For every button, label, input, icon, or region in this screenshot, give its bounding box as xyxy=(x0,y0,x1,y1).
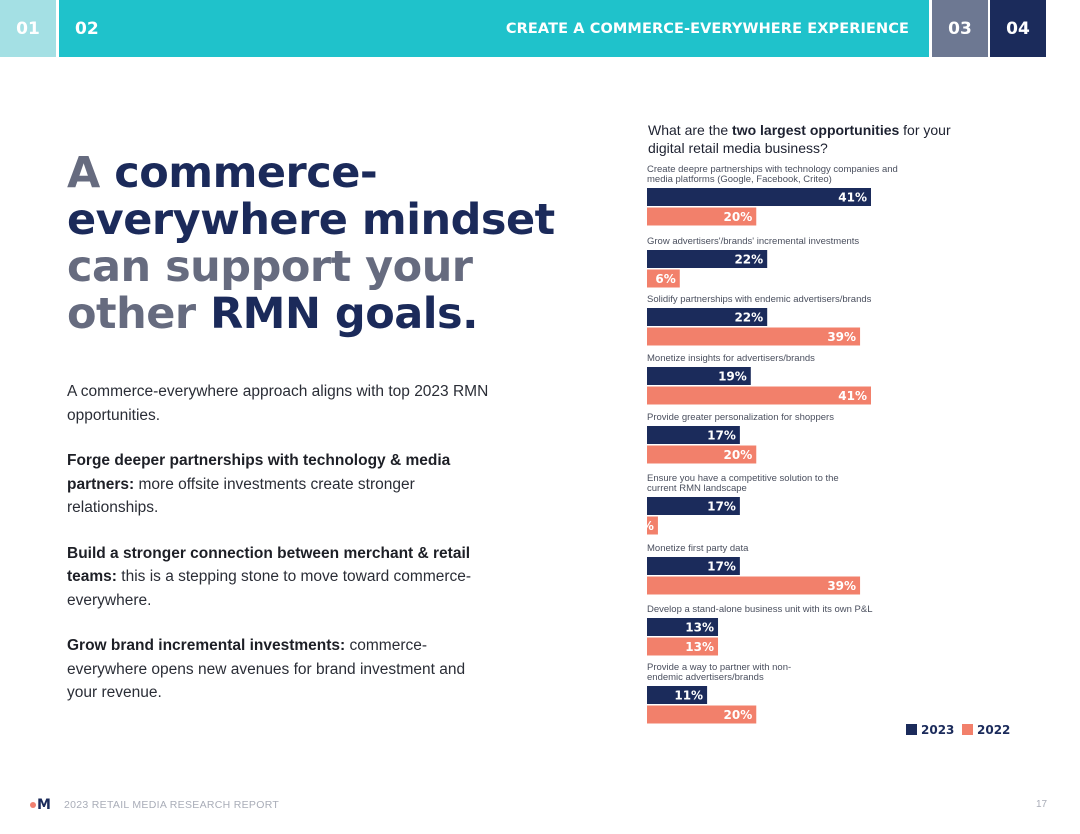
paragraph-connection: Build a stronger connection between merc… xyxy=(67,542,497,613)
data-label: 20% xyxy=(724,708,753,722)
bar-2023 xyxy=(647,618,719,636)
category-label: Provide greater personalization for shop… xyxy=(647,412,834,423)
data-label: 22% xyxy=(734,253,763,267)
bar-2022 xyxy=(647,445,757,464)
page-number: 17 xyxy=(1036,799,1048,810)
nav-tab-04[interactable]: 04 xyxy=(990,0,1046,57)
brand-logo: M xyxy=(30,797,54,813)
headline-part: can support your xyxy=(67,242,473,292)
paragraph-lead: Grow brand incremental investments: xyxy=(67,637,346,654)
data-label: 6% xyxy=(655,272,675,286)
headline-part: A xyxy=(67,148,115,198)
paragraph-text: this is a stepping stone to move toward … xyxy=(67,568,472,609)
nav-tab-03[interactable]: 03 xyxy=(932,0,988,57)
bar-2023 xyxy=(647,686,708,704)
bar-2022 xyxy=(647,705,757,724)
data-label: 13% xyxy=(685,640,714,654)
data-label: 39% xyxy=(827,579,856,593)
data-label: 20% xyxy=(724,448,753,462)
category-label: Ensure you have a competitive solution t… xyxy=(647,473,839,484)
data-label: 11% xyxy=(674,689,703,703)
chart-title: What are the two largest opportunities f… xyxy=(648,121,988,157)
data-label: 41% xyxy=(838,191,867,205)
category-label: Monetize first party data xyxy=(647,543,749,554)
data-label: 17% xyxy=(707,560,736,574)
category-label: Grow advertisers'/brands' incremental in… xyxy=(647,236,859,247)
category-label: Develop a stand-alone business unit with… xyxy=(647,604,873,615)
paragraph-investments: Grow brand incremental investments: comm… xyxy=(67,634,497,705)
chart-title-text: What are the xyxy=(648,122,733,138)
bar-2022 xyxy=(647,516,658,535)
category-label: Provide a way to partner with non- xyxy=(647,662,791,673)
intro-paragraph: A commerce-everywhere approach aligns wi… xyxy=(67,383,489,424)
headline-part: everywhere mindset xyxy=(67,195,555,245)
data-label: 17% xyxy=(707,500,736,514)
body-text: A commerce-everywhere approach aligns wi… xyxy=(67,380,497,727)
legend-swatch-2022 xyxy=(962,724,973,735)
bar-2022 xyxy=(647,576,861,595)
bar-2022 xyxy=(647,327,861,346)
bar-2023 xyxy=(647,497,740,515)
paragraph-lead: Forge deeper partnerships with technolog… xyxy=(67,452,451,493)
nav-tab-02-number: 02 xyxy=(75,18,99,39)
page-headline: A commerce- everywhere mindset can suppo… xyxy=(67,150,567,338)
chart-title-text: for your digital retail media business? xyxy=(648,122,951,156)
legend-swatch-2023 xyxy=(906,724,917,735)
nav-tab-01[interactable]: 01 xyxy=(0,0,56,57)
bar-2023 xyxy=(647,557,740,575)
paragraph-partnerships: Forge deeper partnerships with technolog… xyxy=(67,449,497,520)
report-title: 2023 RETAIL MEDIA RESEARCH REPORT xyxy=(64,799,280,811)
data-label: 39% xyxy=(827,330,856,344)
category-label: Create deepre partnerships with technolo… xyxy=(647,164,898,175)
data-label: 13% xyxy=(685,621,714,635)
data-label: 22% xyxy=(734,311,763,325)
section-title: CREATE A COMMERCE-EVERYWHERE EXPERIENCE xyxy=(505,20,909,37)
paragraph-text: more offsite investments create stronger… xyxy=(67,475,415,517)
headline-part: RMN goals. xyxy=(210,289,478,339)
category-label: media platforms (Google, Facebook, Crite… xyxy=(647,174,832,185)
legend-label: 2023 xyxy=(921,723,954,737)
bar-2023 xyxy=(647,426,740,444)
category-label: Solidify partnerships with endemic adver… xyxy=(647,294,872,305)
data-label: 19% xyxy=(718,370,747,384)
headline-part: commerce- xyxy=(114,148,378,198)
bar-2023 xyxy=(647,308,768,326)
legend-label: 2022 xyxy=(977,723,1010,737)
bar-2023 xyxy=(647,367,751,385)
bar-2022 xyxy=(647,637,719,656)
category-label: current RMN landscape xyxy=(647,483,747,494)
bar-2022 xyxy=(647,269,680,288)
bar-2023 xyxy=(647,188,871,206)
bar-2022 xyxy=(647,386,871,405)
category-label: Monetize insights for advertisers/brands xyxy=(647,353,815,364)
chart-title-bold: two largest opportunities xyxy=(732,122,900,138)
nav-tab-02[interactable]: 02 CREATE A COMMERCE-EVERYWHERE EXPERIEN… xyxy=(59,0,929,57)
paragraph-lead: Build a stronger connection between merc… xyxy=(67,544,471,586)
bar-2022 xyxy=(647,207,757,226)
headline-part: other xyxy=(67,289,211,339)
data-label: 41% xyxy=(838,389,867,403)
footer: M 2023 RETAIL MEDIA RESEARCH REPORT xyxy=(30,797,279,813)
category-label: endemic advertisers/brands xyxy=(647,672,764,683)
data-label: 17% xyxy=(707,429,736,443)
bar-2023 xyxy=(647,250,768,268)
paragraph-text: commerce-everywhere opens new avenues fo… xyxy=(67,637,466,701)
top-navigation: 01 02 CREATE A COMMERCE-EVERYWHERE EXPER… xyxy=(0,0,1080,57)
data-label: 20% xyxy=(724,210,753,224)
data-label: 2% xyxy=(634,519,654,533)
